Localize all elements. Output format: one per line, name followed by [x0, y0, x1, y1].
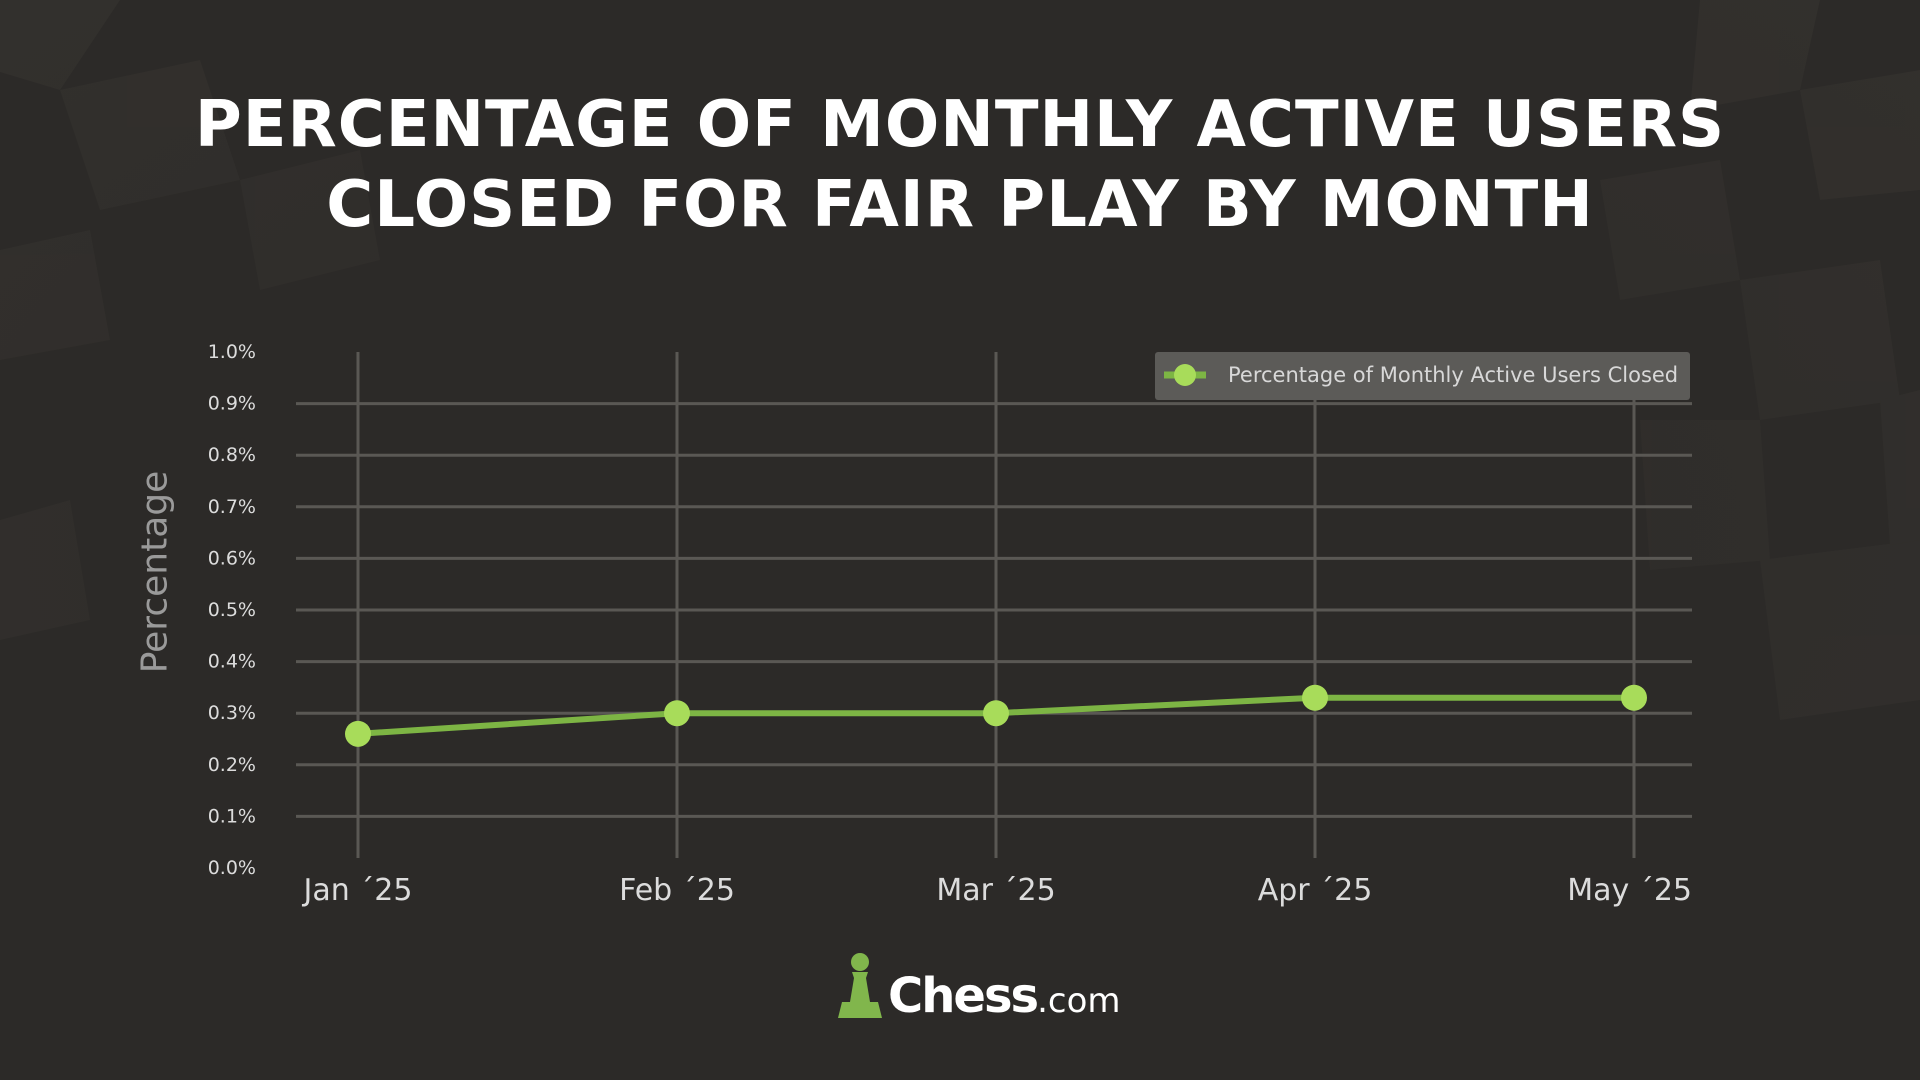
- y-tick-label: 0.3%: [208, 702, 256, 724]
- y-tick-label: 0.5%: [208, 599, 256, 621]
- y-tick-label: 0.9%: [208, 393, 256, 415]
- x-tick-labels: Jan ´25 Feb ´25 Mar ´25 Apr ´25 May ´25: [302, 873, 1692, 908]
- y-tick-label: 0.6%: [208, 547, 256, 569]
- logo-domain: .com: [1037, 981, 1121, 1021]
- y-tick-label: 0.2%: [208, 754, 256, 776]
- x-tick-label: Jan ´25: [302, 873, 413, 908]
- horizontal-gridlines: [296, 402, 1692, 818]
- pawn-icon: [838, 953, 882, 1018]
- data-point: [1302, 684, 1328, 711]
- logo-wordmark: Chess: [888, 968, 1039, 1024]
- x-tick-label: Mar ´25: [936, 873, 1055, 908]
- y-tick-label: 0.8%: [208, 444, 256, 466]
- legend-marker: [1174, 364, 1196, 386]
- x-tick-label: Feb ´25: [619, 873, 735, 908]
- y-tick-label: 0.0%: [208, 857, 256, 879]
- y-tick-label: 0.7%: [208, 496, 256, 518]
- y-tick-label: 0.1%: [208, 805, 256, 827]
- y-tick-labels: 0.0% 0.1% 0.2% 0.3% 0.4% 0.5% 0.6% 0.7% 0.8% 0.9%…: [208, 341, 256, 879]
- legend-label: Percentage of Monthly Active Users Close…: [1228, 363, 1678, 387]
- data-point: [983, 700, 1009, 727]
- data-point: [1621, 684, 1647, 711]
- vertical-gridlines: [356, 352, 1636, 858]
- chess-com-logo: Chess.com: [836, 950, 1121, 1020]
- legend: Percentage of Monthly Active Users Close…: [1155, 352, 1690, 400]
- chart-title-line-2: CLOSED FOR FAIR PLAY BY MONTH: [326, 168, 1594, 242]
- series-group: [345, 684, 1647, 747]
- y-tick-label: 0.4%: [208, 651, 256, 673]
- legend-box: [1155, 352, 1690, 400]
- data-point: [664, 700, 690, 727]
- x-tick-label: Apr ´25: [1258, 873, 1373, 908]
- data-point: [345, 720, 371, 747]
- chart-title-line-1: PERCENTAGE OF MONTHLY ACTIVE USERS: [194, 88, 1726, 162]
- y-tick-label: 1.0%: [208, 341, 256, 363]
- x-tick-label: May ´25: [1567, 873, 1692, 908]
